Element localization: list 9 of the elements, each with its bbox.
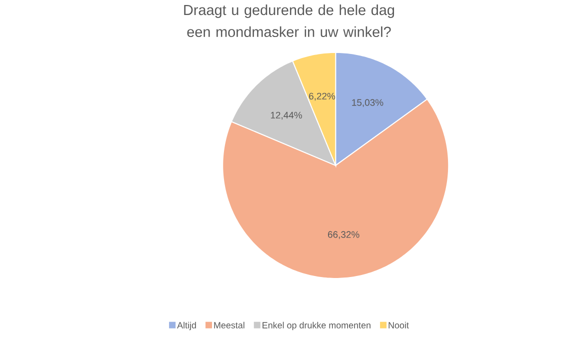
data-label: 66,32% bbox=[328, 231, 360, 239]
data-label: 6,22% bbox=[309, 92, 336, 101]
data-label: 15,03% bbox=[352, 99, 384, 107]
data-label: 12,44% bbox=[270, 112, 302, 120]
legend-label: Meestal bbox=[214, 322, 244, 328]
chart-title: Draagt u gedurende de hele dag een mondmasker in uw winkel? bbox=[184, 4, 394, 38]
legend-label: Altijd bbox=[177, 322, 196, 330]
legend-label: Nooit bbox=[388, 322, 409, 328]
legend-label: Enkel op drukke momenten bbox=[262, 322, 370, 330]
